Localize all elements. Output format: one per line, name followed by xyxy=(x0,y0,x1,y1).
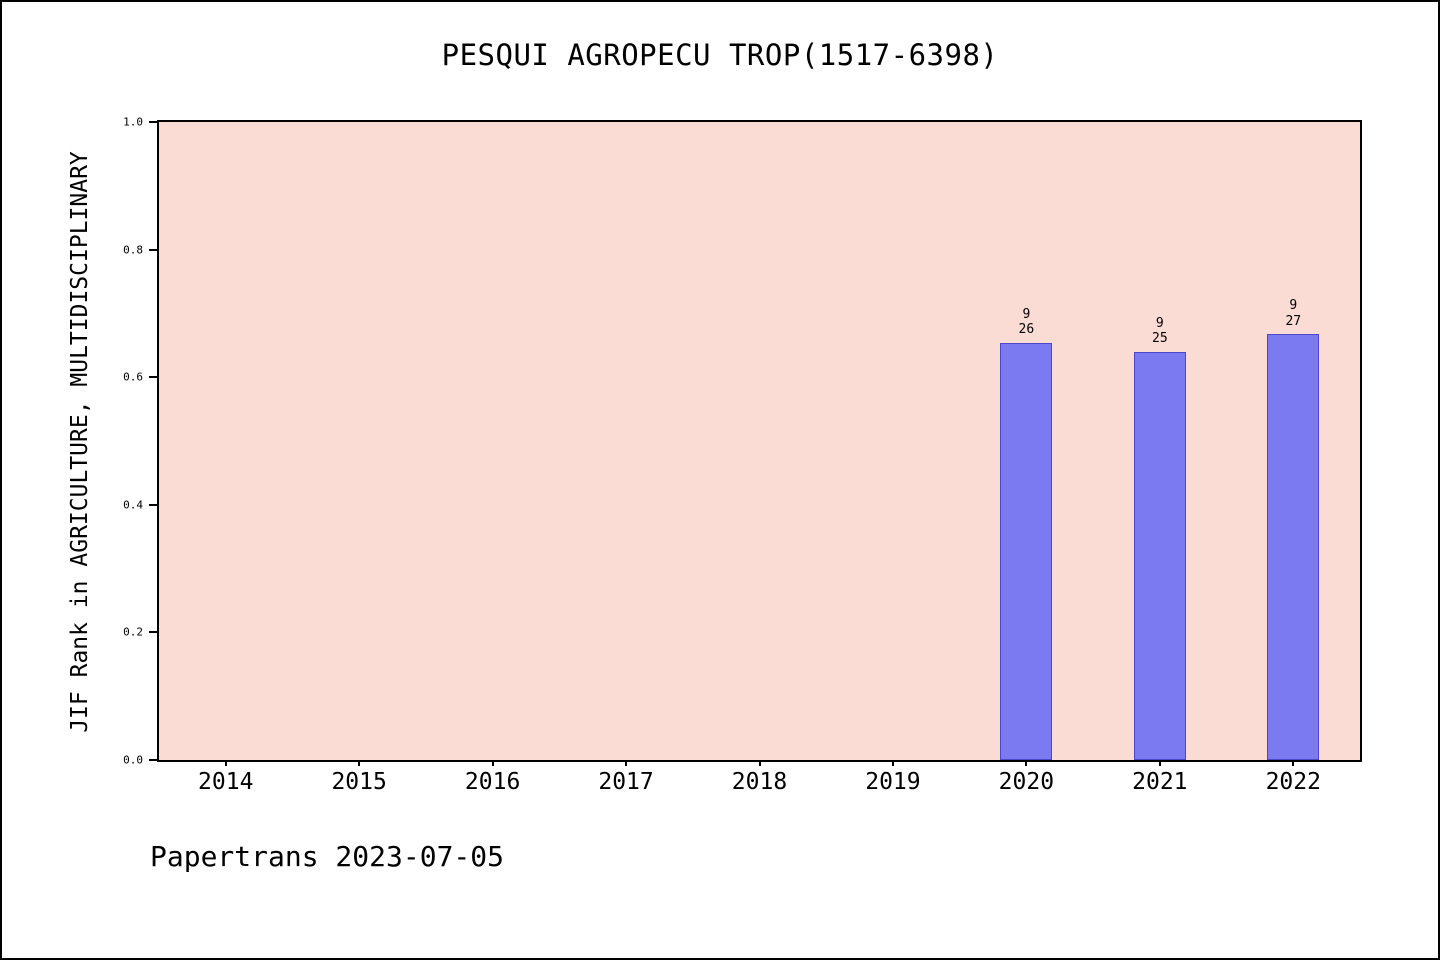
x-tick-mark-2016 xyxy=(491,760,494,766)
y-tick-label-1.0: 1.0 xyxy=(123,115,143,129)
x-tick-mark-2014 xyxy=(224,760,227,766)
x-tick-mark-2021 xyxy=(1158,760,1161,766)
plot-area: 0.0 0.2 0.4 0.6 0.8 1.0 2014 2015 2016 2017 2018 20… xyxy=(123,116,1362,795)
x-tick-mark-2018 xyxy=(758,760,761,766)
x-tick-label-2021: 2021 xyxy=(1132,769,1188,795)
y-tick-label-0.0: 0.0 xyxy=(123,753,143,767)
x-tick-mark-2022 xyxy=(1292,760,1295,766)
y-axis-label: JIF Rank in AGRICULTURE, MULTIDISCIPLINA… xyxy=(67,151,93,733)
y-tick-label-0.6: 0.6 xyxy=(123,370,143,384)
y-tick-mark-0.4 xyxy=(149,503,157,506)
bar-2020 xyxy=(1000,342,1053,760)
y-tick-label-0.4: 0.4 xyxy=(123,498,143,512)
x-tick-mark-2017 xyxy=(625,760,628,766)
y-tick-mark-0.2 xyxy=(149,631,157,634)
bar-value-label-2020: 9 26 xyxy=(1018,306,1035,338)
y-tick-mark-1.0 xyxy=(149,121,157,123)
bar-2022 xyxy=(1267,334,1320,760)
x-tick-label-2015: 2015 xyxy=(331,769,387,795)
x-tick-mark-2020 xyxy=(1025,760,1028,766)
y-tick-label-0.2: 0.2 xyxy=(123,625,143,639)
chart-title: PESQUI AGROPECU TROP(1517-6398) xyxy=(441,38,999,72)
watermark-text: Papertrans 2023-07-05 xyxy=(150,840,505,873)
y-tick-mark-0.6 xyxy=(149,376,157,379)
y-tick-mark-0.0 xyxy=(149,759,157,761)
bar-value-label-2021: 9 25 xyxy=(1152,315,1168,347)
x-tick-label-2017: 2017 xyxy=(598,769,654,795)
x-tick-mark-2015 xyxy=(358,760,361,766)
x-tick-label-2016: 2016 xyxy=(464,769,521,795)
x-tick-label-2019: 2019 xyxy=(865,769,921,795)
x-tick-label-2022: 2022 xyxy=(1265,769,1321,795)
x-tick-label-2020: 2020 xyxy=(998,769,1055,795)
x-tick-label-2018: 2018 xyxy=(731,769,788,795)
bar-2021 xyxy=(1133,351,1186,760)
y-tick-mark-0.8 xyxy=(149,248,157,251)
bar-value-label-2022: 9 27 xyxy=(1285,298,1302,329)
x-tick-mark-2019 xyxy=(891,760,894,766)
y-tick-label-0.8: 0.8 xyxy=(123,243,143,257)
x-tick-label-2014: 2014 xyxy=(198,769,254,795)
